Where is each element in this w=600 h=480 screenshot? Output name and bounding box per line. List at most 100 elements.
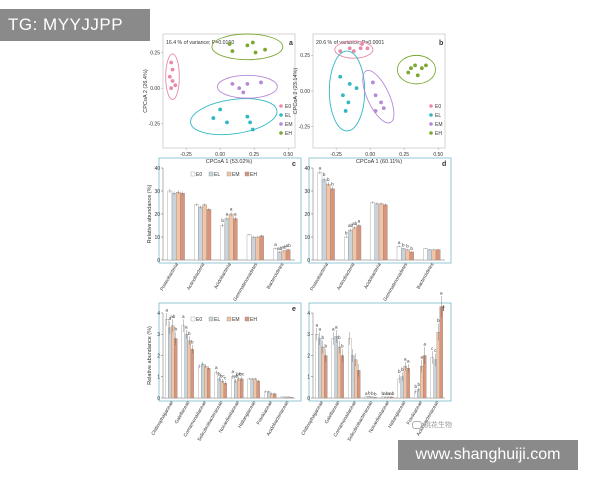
bar-eh [259,235,264,261]
legend-swatch-el [208,171,214,177]
point-e0 [167,74,172,79]
x-tick-label: Chitinophagaceae [150,400,175,437]
legend-marker-e0 [279,104,283,108]
y-tick-label: 0.25 [300,53,310,59]
significance-letter: a [315,322,318,327]
plot-frame [162,33,296,149]
significance-letter: a [168,316,171,321]
point-em [373,93,378,98]
y-tick-label: 0.25 [150,50,160,56]
significance-letter: a [226,211,229,216]
x-tick-label: -0.25 [330,152,342,158]
bar-em [220,380,224,399]
significance-letter: b [345,230,348,235]
significance-letter: b [324,344,327,349]
x-tick-label: Proteobacteria [309,262,330,292]
y-tick-label: 0 [307,396,310,402]
legend-label-el: EL [435,113,441,119]
point-eh [409,66,413,71]
point-el [354,86,359,91]
legend-label-el: EL [214,172,220,178]
x-axis-label: CPCoA 1 (53.02%) [206,159,253,165]
point-eh [419,66,424,71]
x-tick-label: Proteobacteria [159,262,180,292]
significance-letter: b [437,318,440,323]
y-tick-label: 0 [307,258,310,264]
significance-letter: a [365,391,368,396]
bar-e0 [246,234,252,261]
bar-eh [406,368,410,399]
point-e0 [365,46,370,51]
panel-frame [158,157,302,264]
y-tick-label: 3 [307,332,310,338]
bar-e0 [370,202,375,261]
significance-letter: ab [281,244,287,249]
significance-letter: a [420,354,423,359]
bar-eh [356,225,362,261]
x-tick-label: 0.50 [283,152,293,158]
bar-e0 [220,225,225,261]
significance-letter: a [215,365,218,370]
x-tick-label: Gemmatimonadetes [382,261,409,302]
significance-letter: a [182,314,185,319]
bar-eh [409,251,414,261]
bar-eh [207,368,211,399]
bar-em [176,191,181,261]
wechat-icon [412,421,422,430]
point-el [211,116,216,120]
y-tick-label: 20 [154,212,160,218]
bar-em [204,365,208,399]
legend-marker-e0 [429,104,433,108]
bar-em [337,346,341,399]
significance-letter: ab [348,223,354,228]
bar-e0 [165,319,169,399]
y-tick-label: 1 [157,375,160,381]
confidence-ellipse-e0 [165,53,180,100]
legend-label-em: EM [232,317,240,323]
legend-label-el: EL [214,317,220,323]
bar-e0 [181,325,185,399]
y-axis-label: CPCoA 2 (23.14%) [293,68,299,115]
significance-letter: b [188,331,191,336]
significance-letter: a [440,291,443,296]
bar-em [171,325,175,399]
point-eh [263,47,267,52]
significance-letter: b [401,367,404,372]
legend-marker-em [429,122,433,126]
significance-letter: b [402,242,405,247]
point-eh [253,50,258,55]
bar-eh [233,218,238,261]
confidence-ellipse-e0 [334,40,374,59]
y-axis-label: CPCoA 2 (26.4%) [143,69,149,113]
bar-em [255,236,260,261]
variance-annotation: 16.4 % of variance; P=0.0160 [166,40,234,46]
legend-swatch-e0 [190,171,196,177]
significance-letter: b [381,391,384,396]
watermark-url: www.shanghuiji.com [398,440,578,470]
bar-e0 [247,378,251,399]
significance-letter: ab [277,246,283,251]
bar-el [251,236,256,261]
legend-swatch-em [226,171,232,177]
bar-em [378,203,384,261]
bar-eh [174,338,178,399]
x-tick-label: Acidobacteria [363,262,383,290]
significance-letter: a [398,240,401,245]
significance-letter: a [234,211,237,216]
legend-label-eh: EH [250,317,257,323]
bar-e0 [194,204,199,261]
significance-letter: a [404,356,407,361]
significance-letter: bc [220,373,226,378]
confidence-ellipse-el [328,50,366,132]
point-em [373,109,378,113]
legend-marker-el [279,113,283,117]
legend-swatch-em [226,316,232,322]
bar-el [401,248,406,261]
bar-e0 [348,338,352,399]
point-e0 [347,46,352,51]
bar-eh [330,188,335,261]
legend-marker-em [279,122,283,126]
x-tick-label: 0.00 [365,152,375,158]
x-tick-label: Gaiellaceae [174,400,192,425]
